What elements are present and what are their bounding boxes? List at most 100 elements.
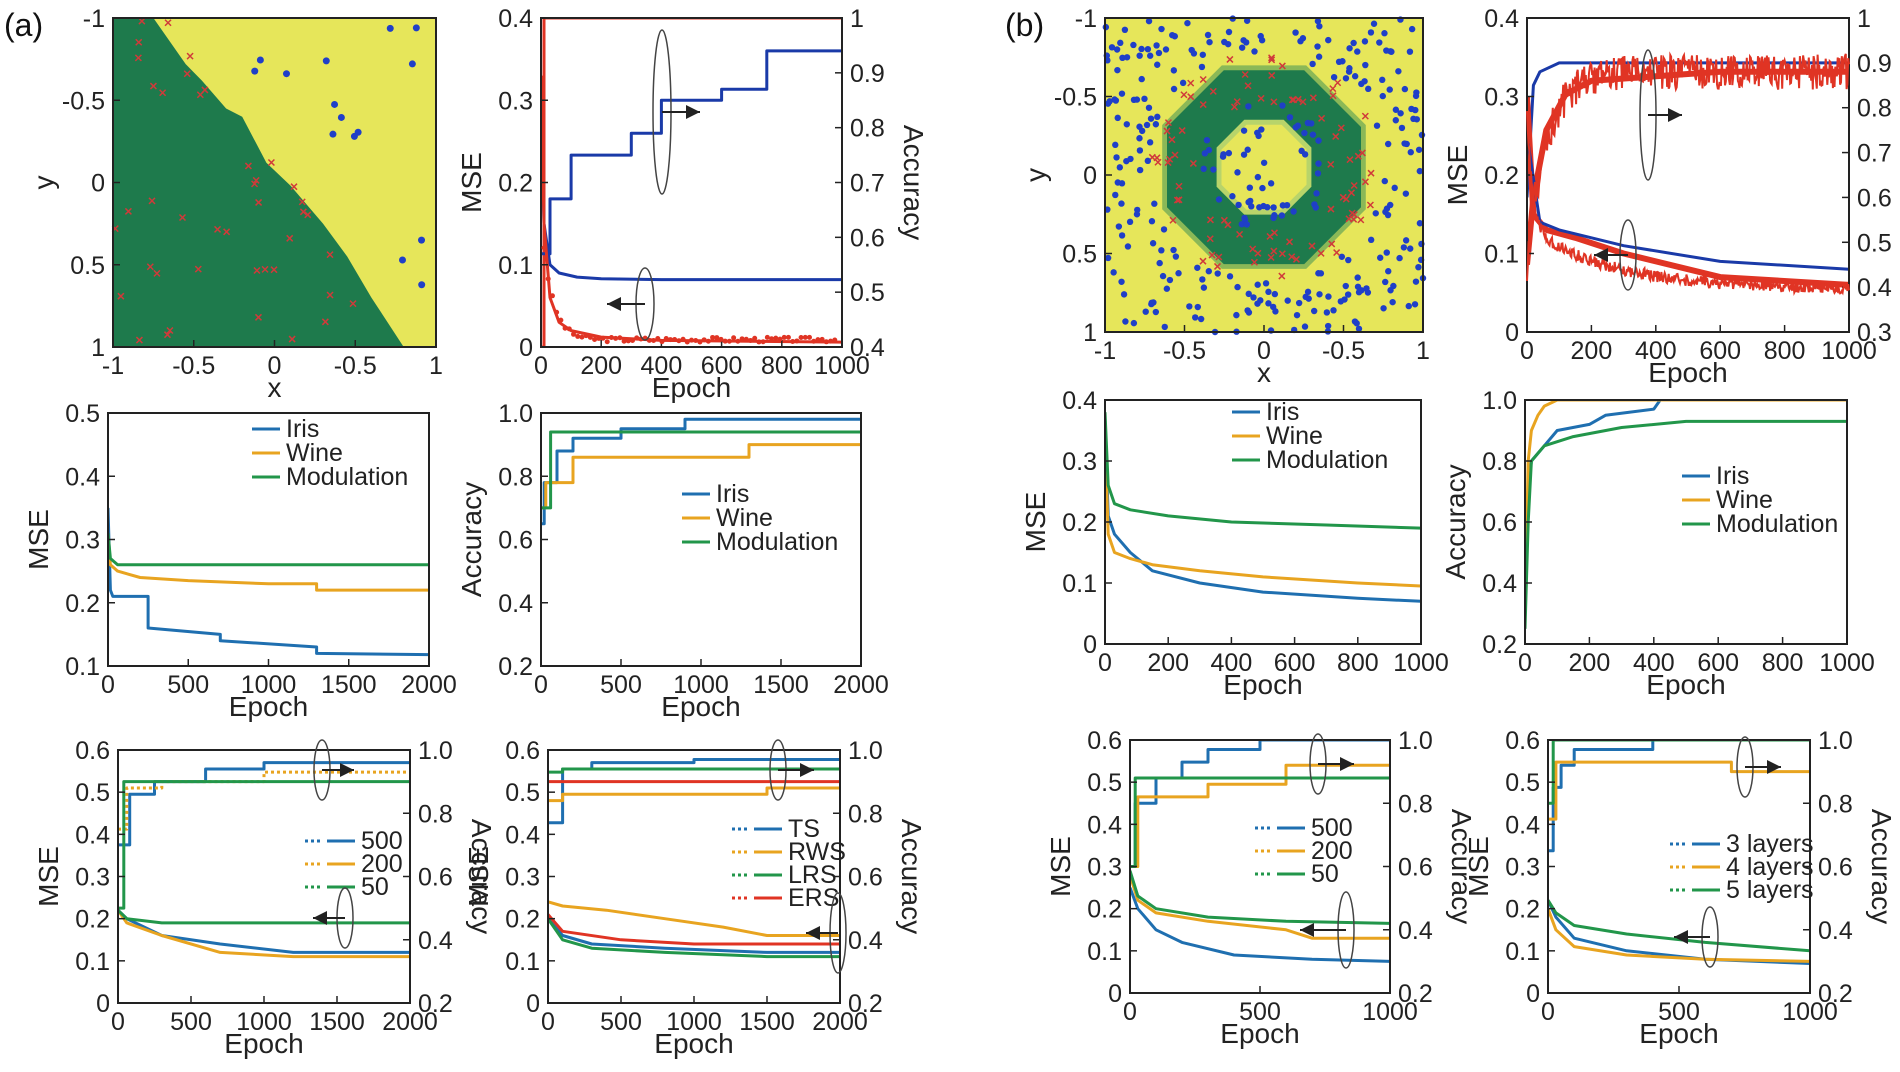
b1-point-red-401: [1278, 62, 1286, 70]
a6-series-0: [548, 758, 840, 825]
b5-legend-label-2: 50: [1311, 860, 1339, 888]
b1-point-blue-225: [1338, 253, 1346, 260]
a1-xtick-3: -0.5: [334, 352, 377, 380]
b1-point-blue-414: [1342, 75, 1350, 82]
b1-point-blue-309: [1108, 44, 1116, 51]
chart-b5: 0 500 1000 0 0.1 0.2 0.3 0.4 0.5 0.6 0.2 0.4 0.6 0.8 1…: [1045, 727, 1477, 1049]
b1-point-blue-14: [1234, 169, 1241, 176]
b1-point-blue-24: [1130, 96, 1138, 104]
b1-point-blue-169: [1244, 146, 1251, 153]
b1-xtick-1: -0.5: [1163, 337, 1206, 365]
b1-point-blue-306: [1385, 268, 1392, 275]
b1-point-blue-347: [1247, 197, 1254, 205]
a2-red-marker-68: [828, 338, 834, 344]
a4-legend-label-0: Iris: [716, 480, 749, 508]
b6-mse-arrow-head: [1674, 930, 1688, 944]
a1-point-blue-32: [251, 67, 259, 75]
b1-point-blue-344: [1265, 288, 1272, 296]
b1-point-blue-173: [1122, 318, 1129, 325]
b3-series-1: [1105, 436, 1421, 588]
b1-point-blue-202: [1204, 31, 1212, 39]
a3-legend-label-2: Modulation: [286, 463, 408, 491]
a5-series-4: [118, 909, 410, 959]
b1-point-red-32: [1361, 112, 1369, 120]
a6-series-5: [548, 900, 840, 937]
b1-point-blue-125: [1200, 284, 1208, 291]
b6-xtick-1: 500: [1658, 998, 1700, 1026]
b4-xlabel: Epoch: [1646, 669, 1725, 700]
b2-series-3: [1527, 135, 1849, 271]
a2-red-marker-55: [773, 335, 779, 341]
b1-point-blue-1: [1271, 290, 1279, 298]
a2-y2tick-2: 0.6: [850, 224, 885, 252]
b1-point-blue-412: [1354, 274, 1361, 281]
a3-ytick-3: 0.4: [65, 463, 100, 491]
b1-point-blue-157: [1123, 54, 1131, 61]
b1-point-blue-156: [1342, 282, 1349, 290]
b1-point-blue-216: [1344, 291, 1352, 298]
b3-ytick-3: 0.3: [1062, 448, 1097, 476]
a6-series-7: [548, 913, 840, 946]
b1-point-red-84: [1327, 205, 1335, 213]
b1-point-blue-355: [1379, 76, 1386, 84]
a1-point-red-42: [178, 213, 187, 222]
a3-series-2: [108, 533, 429, 567]
b1-point-blue-104: [1184, 19, 1191, 27]
a2-red-marker-44: [726, 338, 732, 344]
b1-point-blue-356: [1152, 121, 1160, 128]
b5-ytick-2: 0.2: [1087, 896, 1122, 924]
b1-point-blue-303: [1163, 285, 1171, 292]
b1-point-blue-358: [1315, 160, 1322, 167]
b1-point-blue-387: [1246, 184, 1254, 191]
b1-point-blue-371: [1391, 184, 1398, 192]
a1-point-red-7: [270, 266, 278, 274]
a1-point-red-40: [288, 335, 296, 343]
b1-point-blue-192: [1346, 45, 1353, 52]
b2-y2tick-1: 0.4: [1857, 274, 1892, 302]
b1-point-blue-18: [1316, 23, 1323, 30]
a2-red-marker-11: [587, 334, 593, 340]
a3-series-group: [108, 507, 429, 657]
b1-point-blue-127: [1136, 123, 1143, 130]
a2-red-marker-4: [558, 317, 564, 323]
a2-red-marker-59: [790, 338, 796, 344]
b1-point-blue-395: [1270, 214, 1277, 222]
a1-ytick-0: 1: [91, 334, 105, 362]
b4-xtick-0: 0: [1518, 649, 1532, 677]
b6-ylabel: MSE: [1463, 836, 1494, 897]
a5-y2tick-1: 0.4: [418, 927, 453, 955]
b5-ytick-6: 0.6: [1087, 727, 1122, 755]
b1-point-red-236: [1199, 257, 1207, 265]
b4-ytick-1: 0.4: [1482, 570, 1517, 598]
b1-point-blue-307: [1205, 268, 1212, 275]
b1-ytick-4: -1: [1075, 5, 1097, 33]
a1-point-red-10: [166, 326, 174, 335]
a3-legend-label-0: Iris: [286, 415, 319, 443]
b1-point-blue-339: [1136, 52, 1143, 59]
b5-y2tick-3: 0.8: [1398, 790, 1433, 818]
b1-point-blue-180: [1309, 131, 1317, 138]
a1-point-red-6: [321, 318, 329, 326]
b1-point-blue-61: [1254, 300, 1261, 307]
a2-red-marker-60: [794, 338, 800, 344]
b1-point-red-128: [1187, 93, 1195, 101]
a4-plot-bg: [541, 413, 861, 666]
a1-point-blue-48: [256, 56, 264, 64]
b1-point-blue-295: [1286, 114, 1294, 121]
b5-xtick-2: 1000: [1362, 998, 1418, 1026]
b1-point-blue-297: [1365, 85, 1372, 93]
a2-xtick-2: 400: [641, 352, 683, 380]
b1-point-red-330: [1288, 96, 1296, 104]
b2-xtick-2: 400: [1635, 337, 1677, 365]
b1-point-blue-415: [1346, 65, 1353, 72]
b1-point-blue-249: [1160, 226, 1168, 233]
b3-ytick-2: 0.2: [1062, 509, 1097, 537]
b1-point-blue-271: [1243, 221, 1251, 228]
a6-ylabel: MSE: [463, 846, 494, 907]
b1-point-red-54: [1346, 156, 1354, 164]
b1-point-blue-413: [1299, 35, 1307, 42]
a1-point-red-15: [326, 251, 334, 259]
a4-series-group: [541, 417, 861, 526]
b1-point-blue-311: [1376, 39, 1383, 46]
b2-y2tick-6: 0.9: [1857, 50, 1892, 78]
